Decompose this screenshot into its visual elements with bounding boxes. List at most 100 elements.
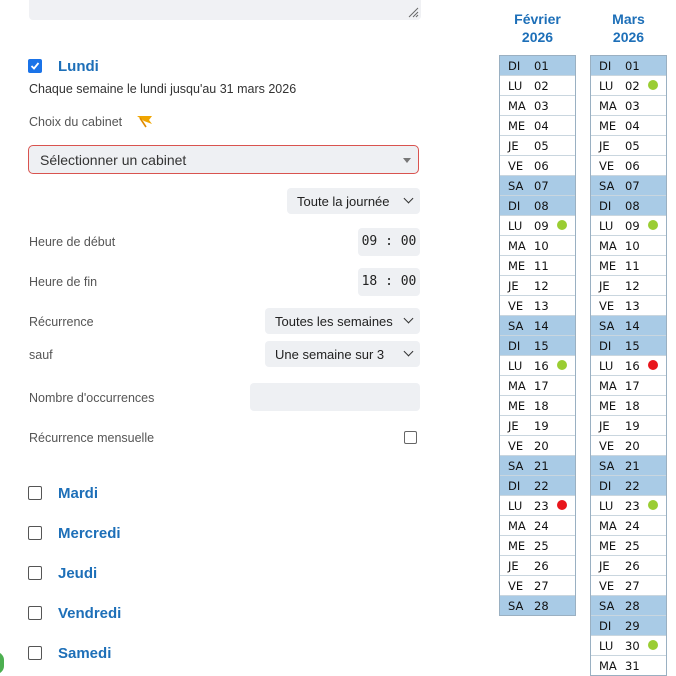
period-select[interactable]: Toute la journée bbox=[287, 188, 420, 214]
thursday-title[interactable]: Jeudi bbox=[58, 565, 98, 582]
calendar-day[interactable]: VE 20 bbox=[500, 436, 575, 456]
calendar-day[interactable]: LU 16 bbox=[591, 356, 666, 376]
occurrences-input[interactable] bbox=[250, 383, 420, 411]
calendar-day[interactable]: SA 14 bbox=[500, 316, 575, 336]
cabinet-select[interactable]: Sélectionner un cabinet bbox=[28, 145, 419, 174]
calendar-day[interactable]: LU 09 bbox=[591, 216, 666, 236]
monday-title[interactable]: Lundi bbox=[58, 58, 99, 75]
calendar-day[interactable]: MA 10 bbox=[500, 236, 575, 256]
calendar-day[interactable]: MA 17 bbox=[500, 376, 575, 396]
thursday-checkbox[interactable] bbox=[28, 566, 42, 580]
calendar-day[interactable]: ME 25 bbox=[591, 536, 666, 556]
friday-checkbox[interactable] bbox=[28, 606, 42, 620]
calendar-day[interactable]: JE 12 bbox=[591, 276, 666, 296]
calendar-day[interactable]: DI 08 bbox=[500, 196, 575, 216]
conflict-dot-icon bbox=[557, 500, 567, 510]
calendar-day[interactable]: JE 05 bbox=[500, 136, 575, 156]
calendar-day[interactable]: JE 12 bbox=[500, 276, 575, 296]
calendar-day[interactable]: SA 21 bbox=[500, 456, 575, 476]
day-abbrev: DI bbox=[508, 338, 521, 353]
day-abbrev: SA bbox=[599, 458, 615, 473]
calendar-day[interactable]: MA 03 bbox=[591, 96, 666, 116]
end-time-input[interactable]: 18 : 00 bbox=[358, 268, 420, 296]
start-time-input[interactable]: 09 : 00 bbox=[358, 228, 420, 256]
wednesday-title[interactable]: Mercredi bbox=[58, 525, 121, 542]
calendar-day[interactable]: SA 28 bbox=[500, 596, 575, 615]
calendar-day[interactable]: DI 08 bbox=[591, 196, 666, 216]
calendar-day[interactable]: SA 14 bbox=[591, 316, 666, 336]
calendar-day[interactable]: LU 02 bbox=[500, 76, 575, 96]
day-number: 08 bbox=[534, 198, 549, 213]
calendar-day[interactable]: DI 22 bbox=[500, 476, 575, 496]
cabinet-icon[interactable] bbox=[136, 114, 153, 128]
calendar-day[interactable]: LU 23 bbox=[500, 496, 575, 516]
calendar-day[interactable]: MA 24 bbox=[500, 516, 575, 536]
day-number: 23 bbox=[625, 498, 640, 513]
calendar-day[interactable]: JE 19 bbox=[591, 416, 666, 436]
calendar-day[interactable]: LU 30 bbox=[591, 636, 666, 656]
calendar-day[interactable]: LU 02 bbox=[591, 76, 666, 96]
calendar-day[interactable]: ME 04 bbox=[500, 116, 575, 136]
calendar-day[interactable]: VE 13 bbox=[500, 296, 575, 316]
day-abbrev: LU bbox=[599, 78, 614, 93]
resize-grip-icon[interactable] bbox=[407, 6, 419, 18]
saturday-title[interactable]: Samedi bbox=[58, 645, 112, 662]
help-bubble[interactable] bbox=[0, 652, 4, 674]
calendar-day[interactable]: ME 11 bbox=[500, 256, 575, 276]
day-abbrev: LU bbox=[599, 498, 614, 513]
calendar-day[interactable]: SA 07 bbox=[591, 176, 666, 196]
calendar-day[interactable]: MA 17 bbox=[591, 376, 666, 396]
calendar-day[interactable]: LU 09 bbox=[500, 216, 575, 236]
calendar-day[interactable]: JE 26 bbox=[500, 556, 575, 576]
calendar-day[interactable]: VE 06 bbox=[500, 156, 575, 176]
calendar-day[interactable]: ME 18 bbox=[500, 396, 575, 416]
saturday-checkbox[interactable] bbox=[28, 646, 42, 660]
calendar-day[interactable]: JE 26 bbox=[591, 556, 666, 576]
calendar-day[interactable]: ME 11 bbox=[591, 256, 666, 276]
calendar-day[interactable]: VE 27 bbox=[591, 576, 666, 596]
recurrence-select[interactable]: Toutes les semaines bbox=[265, 308, 420, 334]
day-abbrev: VE bbox=[508, 578, 524, 593]
calendar-day[interactable]: SA 07 bbox=[500, 176, 575, 196]
calendar-day[interactable]: DI 15 bbox=[591, 336, 666, 356]
calendar-day[interactable]: ME 18 bbox=[591, 396, 666, 416]
calendar-day[interactable]: VE 13 bbox=[591, 296, 666, 316]
day-abbrev: VE bbox=[508, 298, 524, 313]
calendar-day[interactable]: JE 19 bbox=[500, 416, 575, 436]
calendar-day[interactable]: DI 22 bbox=[591, 476, 666, 496]
wednesday-checkbox[interactable] bbox=[28, 526, 42, 540]
calendar-day[interactable]: VE 27 bbox=[500, 576, 575, 596]
monthly-recurrence-checkbox[interactable] bbox=[404, 431, 417, 444]
day-abbrev: SA bbox=[599, 178, 615, 193]
calendar-day[interactable]: MA 24 bbox=[591, 516, 666, 536]
notes-textarea[interactable] bbox=[29, 0, 421, 20]
friday-title[interactable]: Vendredi bbox=[58, 605, 122, 622]
occurrences-label: Nombre d'occurrences bbox=[29, 391, 155, 405]
calendar-day[interactable]: SA 28 bbox=[591, 596, 666, 616]
calendar-day[interactable]: DI 01 bbox=[500, 56, 575, 76]
day-abbrev: JE bbox=[599, 138, 610, 153]
calendar-day[interactable]: DI 29 bbox=[591, 616, 666, 636]
calendar-day[interactable]: LU 23 bbox=[591, 496, 666, 516]
tuesday-checkbox[interactable] bbox=[28, 486, 42, 500]
calendar-day[interactable]: MA 10 bbox=[591, 236, 666, 256]
calendar-day[interactable]: MA 31 bbox=[591, 656, 666, 675]
calendar-day[interactable]: DI 01 bbox=[591, 56, 666, 76]
calendar-day[interactable]: ME 04 bbox=[591, 116, 666, 136]
calendar-day[interactable]: ME 25 bbox=[500, 536, 575, 556]
calendar-day[interactable]: SA 21 bbox=[591, 456, 666, 476]
calendar-day[interactable]: JE 05 bbox=[591, 136, 666, 156]
calendar-day[interactable]: LU 16 bbox=[500, 356, 575, 376]
calendar-day[interactable]: VE 06 bbox=[591, 156, 666, 176]
day-abbrev: ME bbox=[599, 258, 617, 273]
calendar-day[interactable]: VE 20 bbox=[591, 436, 666, 456]
monday-checkbox[interactable] bbox=[28, 59, 42, 73]
calendar-day[interactable]: DI 15 bbox=[500, 336, 575, 356]
day-number: 14 bbox=[534, 318, 549, 333]
day-number: 16 bbox=[625, 358, 640, 373]
day-number: 21 bbox=[534, 458, 549, 473]
calendar-day[interactable]: MA 03 bbox=[500, 96, 575, 116]
tuesday-title[interactable]: Mardi bbox=[58, 485, 99, 502]
except-select[interactable]: Une semaine sur 3 bbox=[265, 341, 420, 367]
day-abbrev: LU bbox=[508, 358, 523, 373]
